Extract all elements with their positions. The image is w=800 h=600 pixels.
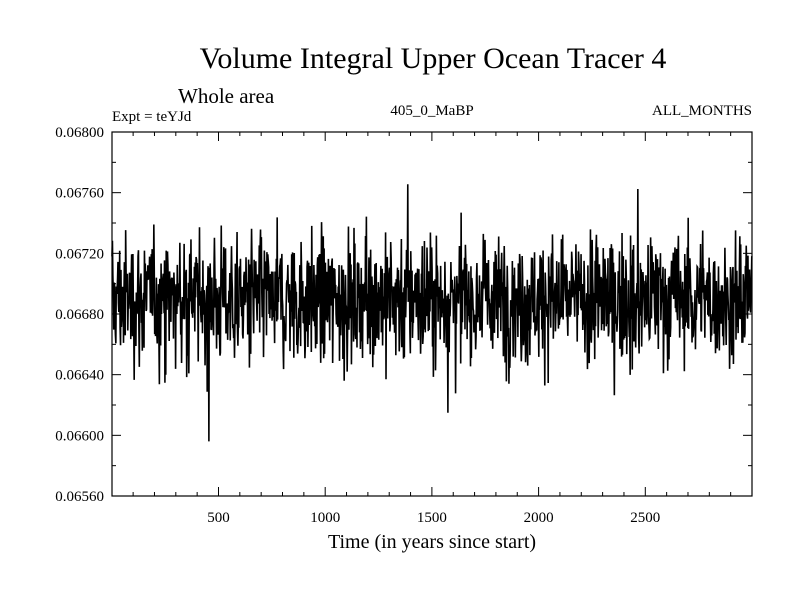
y-axis: 0.06560 0.06600 0.06640 0.06680 0.06720 0.067… [55, 125, 752, 505]
y-tick-label: 0.06760 [55, 186, 104, 202]
x-tick-label: 1500 [417, 510, 447, 526]
x-tick-label: 2000 [524, 510, 554, 526]
y-tick-label: 0.06600 [55, 428, 104, 444]
y-tick-label: 0.06800 [55, 125, 104, 141]
x-tick-label: 500 [207, 510, 230, 526]
y-tick-label: 0.06560 [55, 489, 104, 505]
y-tick-label: 0.06640 [55, 368, 104, 384]
y-tick-label: 0.06720 [55, 246, 104, 262]
experiment-label: Expt = teYJd [112, 109, 192, 125]
y-tick-label: 0.06680 [55, 307, 104, 323]
series-line [111, 184, 753, 442]
x-axis: 500 1000 1500 2000 2500 [132, 132, 732, 526]
x-tick-label: 1000 [310, 510, 340, 526]
x-axis-label: Time (in years since start) [328, 531, 536, 553]
period-label: 405_0_MaBP [390, 103, 473, 119]
months-label: ALL_MONTHS [652, 103, 752, 119]
chart-subtitle: Whole area [178, 84, 275, 108]
x-tick-label: 2500 [630, 510, 660, 526]
chart-title: Volume Integral Upper Ocean Tracer 4 [200, 42, 667, 75]
